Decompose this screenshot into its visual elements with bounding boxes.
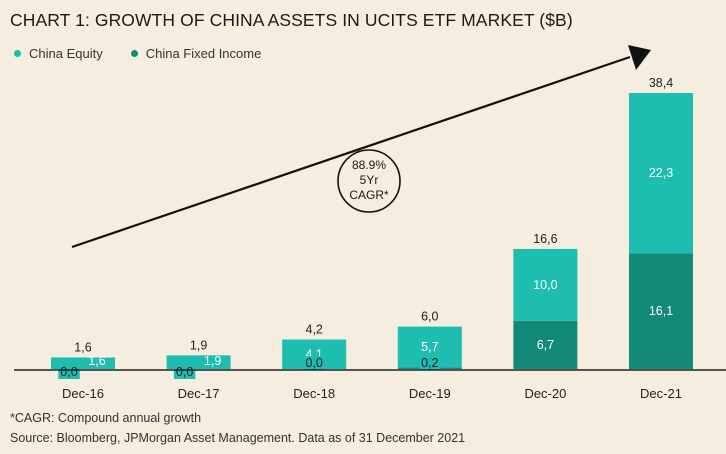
data-label-total: 4,2	[306, 323, 323, 337]
data-label-equity: 22,3	[649, 166, 673, 180]
cagr-line-0: 88.9%	[352, 158, 386, 172]
data-label-total: 38,4	[649, 76, 673, 90]
data-label-fixed-income: 0,0	[60, 365, 77, 379]
data-label-fixed-income-box	[173, 365, 196, 379]
x-tick-label: Dec-17	[178, 386, 220, 401]
data-label-total: 6,0	[421, 310, 438, 324]
legend-item-fixed-income: China Fixed Income	[130, 46, 262, 61]
data-label-equity: 1,6	[88, 354, 105, 368]
x-tick-label: Dec-21	[640, 386, 682, 401]
chart-title: CHART 1: GROWTH OF CHINA ASSETS IN UCITS…	[10, 10, 573, 30]
data-label-equity: 1,9	[204, 354, 221, 368]
data-label-total: 1,6	[74, 341, 91, 355]
footnote-source: Source: Bloomberg, JPMorgan Asset Manage…	[10, 431, 466, 445]
data-label-fixed-income: 0,0	[176, 365, 193, 379]
data-label-fixed-income-box	[419, 356, 441, 370]
data-label-total: 16,6	[533, 232, 557, 246]
cagr-line-2: CAGR*	[349, 188, 389, 202]
legend: China Equity China Fixed Income	[14, 46, 261, 61]
x-tick-label: Dec-16	[62, 386, 104, 401]
bar-equity-dec-21	[629, 93, 693, 254]
data-label-fixed-income-box	[303, 356, 325, 370]
data-label-fixed-income: 0,2	[421, 356, 438, 370]
data-label-fixed-income: 6,7	[537, 338, 554, 352]
bar-fixed-income-dec-20	[513, 320, 578, 369]
bar-equity-dec-20	[513, 248, 578, 321]
x-tick-label: Dec-18	[293, 386, 335, 401]
legend-label-equity: China Equity	[29, 46, 103, 61]
bar-equity-dec-16	[51, 357, 115, 369]
growth-arrow-line	[71, 55, 631, 249]
data-label-total: 1,9	[190, 338, 207, 352]
data-label-equity: 5,7	[421, 340, 438, 354]
data-label-fixed-income-box	[58, 365, 80, 379]
footnote-cagr: *CAGR: Compound annual growth	[10, 411, 202, 425]
x-tick-label: Dec-20	[524, 386, 566, 401]
legend-marker-fixed-income	[130, 50, 138, 57]
cagr-line-1: 5Yr	[360, 173, 379, 187]
legend-marker-equity	[14, 50, 21, 57]
growth-arrow-head	[628, 45, 651, 70]
data-label-fixed-income: 16,1	[649, 304, 673, 318]
bar-fixed-income-dec-21	[629, 253, 693, 369]
cagr-circle	[337, 149, 401, 213]
data-label-equity: 10,0	[533, 278, 557, 292]
legend-label-fixed-income: China Fixed Income	[145, 46, 262, 61]
data-label-fixed-income: 0,0	[306, 356, 323, 370]
x-tick-label: Dec-19	[409, 386, 451, 401]
legend-item-equity: China Equity	[14, 46, 103, 61]
